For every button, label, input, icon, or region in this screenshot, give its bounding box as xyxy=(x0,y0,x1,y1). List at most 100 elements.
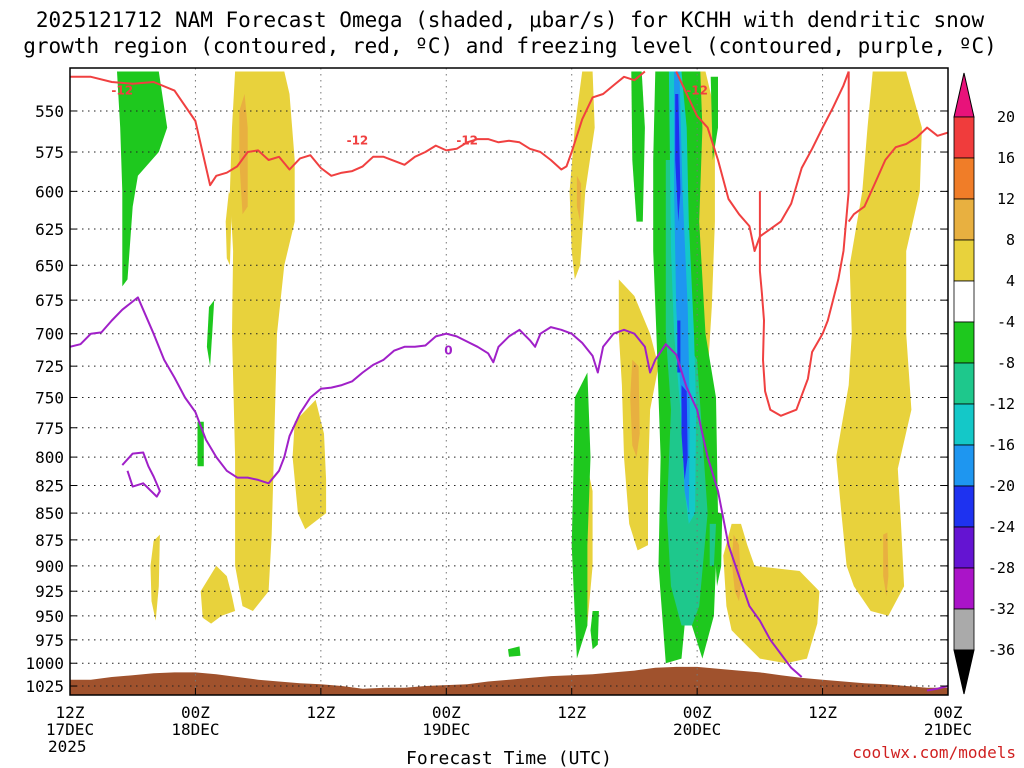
omega-region xyxy=(630,359,640,458)
omega-region xyxy=(576,175,582,222)
x-tick-label: 00Z xyxy=(934,703,963,722)
omega-region xyxy=(714,513,723,587)
freezing-contour-line xyxy=(121,451,161,498)
colorbar-bin xyxy=(953,157,975,200)
omega-region xyxy=(709,523,716,566)
colorbar-arrow-down xyxy=(953,649,975,695)
y-tick-label: 675 xyxy=(35,291,64,310)
colorbar-arrow-up xyxy=(953,72,975,118)
x-tick-label: 12Z xyxy=(306,703,335,722)
omega-region xyxy=(723,523,820,664)
x-axis-label: Forecast Time (UTC) xyxy=(406,748,612,768)
omega-region xyxy=(883,532,889,597)
y-tick-label: 1000 xyxy=(25,654,64,673)
colorbar-label: -16 xyxy=(988,436,1015,454)
colorbar-bin xyxy=(953,280,975,323)
omega-region xyxy=(675,94,681,222)
dgz-contour-line xyxy=(758,71,850,417)
chart-title-line-2: growth region (contoured, red, ºC) and f… xyxy=(23,34,997,58)
colorbar-bin xyxy=(953,485,975,528)
colorbar-bin xyxy=(953,239,975,282)
terrain-layer xyxy=(70,666,948,695)
x-tick-label: 20DEC xyxy=(673,720,721,739)
y-tick-label: 650 xyxy=(35,256,64,275)
omega-region xyxy=(710,76,718,160)
x-tick-label: 00Z xyxy=(181,703,210,722)
colorbar-label: -12 xyxy=(988,395,1015,413)
y-tick-label: 750 xyxy=(35,388,64,407)
omega-region xyxy=(681,385,688,480)
colorbar-bin xyxy=(953,321,975,364)
terrain-fill xyxy=(70,666,948,695)
y-tick-label: 800 xyxy=(35,448,64,467)
colorbar: 20 16 12 8 4 -4 -8 -12 -16 -20 -24 -28 -32 -36 xyxy=(953,72,1015,695)
colorbar-label: -20 xyxy=(988,477,1015,495)
omega-region xyxy=(117,71,168,287)
x-tick-label: 19DEC xyxy=(422,720,470,739)
contour-lines: -12 -12 -12 -12 0 xyxy=(70,70,948,692)
dgz-contour-line xyxy=(847,126,948,223)
site-credit[interactable]: coolwx.com/models xyxy=(852,743,1016,762)
chart-title-line-1: 2025121712 NAM Forecast Omega (shaded, μ… xyxy=(36,8,985,32)
omega-region xyxy=(571,372,591,659)
dgz-contour-label: -12 xyxy=(686,84,708,98)
x-tick-label: 2025 xyxy=(48,737,87,756)
y-tick-label: 975 xyxy=(35,631,64,650)
x-tick-label: 21DEC xyxy=(924,720,972,739)
colorbar-label: -4 xyxy=(997,313,1015,331)
colorbar-bin xyxy=(953,403,975,446)
dgz-contour-label: -12 xyxy=(456,134,478,148)
y-tick-label: 900 xyxy=(35,557,64,576)
x-tick-label: 12Z xyxy=(808,703,837,722)
omega-region xyxy=(836,71,922,616)
y-tick-label: 700 xyxy=(35,325,64,344)
y-tick-label: 575 xyxy=(35,143,64,162)
omega-region xyxy=(225,191,232,266)
omega-region xyxy=(292,399,327,530)
colorbar-bin xyxy=(953,608,975,651)
dgz-contour-label: -12 xyxy=(347,134,369,148)
colorbar-bin xyxy=(953,362,975,405)
omega-region xyxy=(206,300,215,367)
y-tick-label: 825 xyxy=(35,477,64,496)
omega-region xyxy=(197,421,204,467)
freezing-contour-line xyxy=(926,685,948,692)
colorbar-bin xyxy=(953,444,975,487)
colorbar-bin xyxy=(953,116,975,159)
dgz-contour-label: -12 xyxy=(111,84,133,98)
y-tick-label: 1025 xyxy=(25,677,64,696)
y-tick-label: 600 xyxy=(35,182,64,201)
x-tick-label: 00Z xyxy=(683,703,712,722)
y-tick-label: 775 xyxy=(35,419,64,438)
y-tick-label: 550 xyxy=(35,102,64,121)
dgz-contour-line xyxy=(70,70,646,187)
colorbar-label: -24 xyxy=(988,518,1015,536)
colorbar-label: 12 xyxy=(997,190,1015,208)
y-axis-ticks: 550 575 600 625 650 675 700 725 750 775 800 825 850 8… xyxy=(25,102,948,696)
omega-region xyxy=(631,71,645,222)
x-tick-label: 12Z xyxy=(557,703,586,722)
x-tick-label: 12Z xyxy=(56,703,85,722)
omega-region xyxy=(569,71,595,280)
omega-region xyxy=(150,534,160,621)
freezing-contour-label: 0 xyxy=(444,344,452,358)
colorbar-label: -36 xyxy=(988,641,1015,659)
x-tick-label: 17DEC xyxy=(46,720,94,739)
colorbar-bin xyxy=(953,198,975,241)
colorbar-bin xyxy=(953,567,975,610)
omega-shading xyxy=(117,71,922,664)
plot-frame xyxy=(69,67,949,696)
grid-lines xyxy=(70,68,948,695)
colorbar-label: -28 xyxy=(988,559,1015,577)
colorbar-label: -8 xyxy=(997,354,1015,372)
colorbar-label: 20 xyxy=(997,108,1015,126)
x-tick-label: 00Z xyxy=(432,703,461,722)
colorbar-label: 8 xyxy=(1006,231,1015,249)
colorbar-label: 16 xyxy=(997,149,1015,167)
omega-region xyxy=(200,565,236,624)
colorbar-label: 4 xyxy=(1006,272,1015,290)
y-tick-label: 725 xyxy=(35,357,64,376)
y-tick-label: 950 xyxy=(35,607,64,626)
